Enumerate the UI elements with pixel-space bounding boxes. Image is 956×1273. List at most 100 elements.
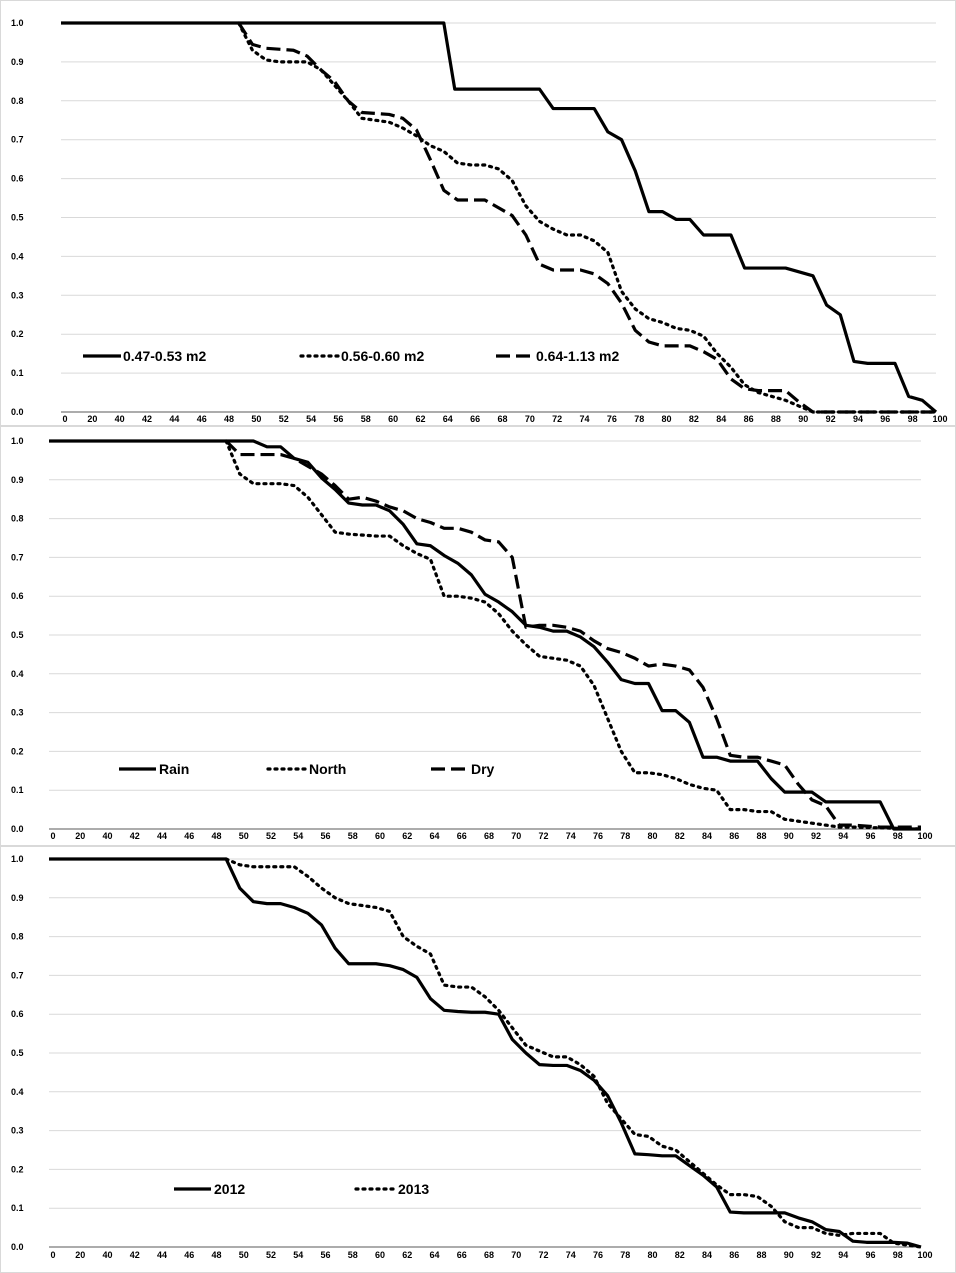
y-tick-label: 0.4 <box>11 1087 24 1097</box>
y-tick-label: 0.1 <box>11 785 24 795</box>
series-line-2012 <box>49 857 922 1249</box>
x-tick-label: 72 <box>538 831 548 841</box>
y-tick-label: 0.1 <box>11 1203 24 1213</box>
series-line-2013 <box>224 857 923 1249</box>
x-tick-label: 44 <box>169 414 179 424</box>
x-tick-label: 52 <box>266 1250 276 1260</box>
x-tick-label: 88 <box>756 1250 766 1260</box>
y-tick-label: 1.0 <box>11 436 24 446</box>
x-tick-label: 0 <box>62 414 67 424</box>
x-tick-label: 86 <box>744 414 754 424</box>
series-line-dry <box>225 439 921 829</box>
chart-svg: 0.0 0.1 0.2 0.3 0.4 0.5 0.6 0.7 0.8 0.9 1.0 0 20 40 42… <box>11 854 933 1260</box>
legend-label: 2013 <box>398 1181 429 1197</box>
x-tick-label: 74 <box>566 1250 576 1260</box>
y-tick-label: 0.6 <box>11 591 24 601</box>
legend-label: 0.56-0.60 m2 <box>341 348 424 364</box>
y-tick-label: 0.7 <box>11 135 24 145</box>
y-tick-label: 0.6 <box>11 1009 24 1019</box>
x-tick-label: 48 <box>211 831 221 841</box>
y-tick-label: 0.8 <box>11 96 24 106</box>
x-tick-label: 64 <box>429 1250 439 1260</box>
x-tick-label: 70 <box>511 1250 521 1260</box>
x-tick-label: 54 <box>293 1250 303 1260</box>
legend-label: 0.47-0.53 m2 <box>123 348 206 364</box>
y-tick-label: 0.3 <box>11 290 24 300</box>
x-tick-label: 98 <box>893 1250 903 1260</box>
x-tick-label: 60 <box>388 414 398 424</box>
gridlines <box>49 440 921 830</box>
x-tick-label: 74 <box>580 414 590 424</box>
x-tick-label: 0 <box>50 831 55 841</box>
y-tick-label: 0.3 <box>11 708 24 718</box>
x-tick-label: 78 <box>634 414 644 424</box>
y-tick-label: 0.0 <box>11 824 24 834</box>
series-line-0-47-0-53-m2 <box>61 21 938 414</box>
x-tick-label: 78 <box>620 1250 630 1260</box>
x-tick-label: 80 <box>647 1250 657 1260</box>
series-line-north <box>224 439 923 831</box>
x-tick-label: 20 <box>75 831 85 841</box>
legend-label: Dry <box>471 761 495 777</box>
x-tick-label: 74 <box>566 831 576 841</box>
y-tick-label: 0.0 <box>11 1242 24 1252</box>
series-line-rain <box>49 439 921 831</box>
x-tick-label: 42 <box>130 831 140 841</box>
x-tick-label: 46 <box>184 831 194 841</box>
x-tick-label: 50 <box>239 831 249 841</box>
x-tick-label: 86 <box>729 831 739 841</box>
x-tick-label: 90 <box>798 414 808 424</box>
gridlines <box>49 858 921 1248</box>
x-tick-label: 70 <box>511 831 521 841</box>
x-tick-label: 82 <box>675 1250 685 1260</box>
x-tick-label: 46 <box>197 414 207 424</box>
x-tick-label: 96 <box>865 1250 875 1260</box>
x-tick-label: 64 <box>443 414 453 424</box>
x-tick-label: 68 <box>484 831 494 841</box>
x-tick-label: 100 <box>917 1250 932 1260</box>
x-tick-label: 48 <box>224 414 234 424</box>
x-tick-label: 76 <box>593 831 603 841</box>
x-tick-label: 80 <box>662 414 672 424</box>
y-tick-label: 0.9 <box>11 893 24 903</box>
x-tick-label: 92 <box>811 831 821 841</box>
x-tick-label: 54 <box>306 414 316 424</box>
y-tick-label: 0.5 <box>11 1048 24 1058</box>
y-tick-label: 0.9 <box>11 57 24 67</box>
x-tick-label: 100 <box>917 831 932 841</box>
x-tick-label: 92 <box>826 414 836 424</box>
x-tick-label: 52 <box>266 831 276 841</box>
x-tick-label: 42 <box>130 1250 140 1260</box>
x-tick-label: 62 <box>402 831 412 841</box>
x-tick-label: 58 <box>348 831 358 841</box>
x-tick-label: 84 <box>702 831 712 841</box>
y-tick-label: 0.2 <box>11 746 24 756</box>
y-tick-label: 0.3 <box>11 1126 24 1136</box>
x-tick-label: 72 <box>538 1250 548 1260</box>
x-tick-label: 48 <box>211 1250 221 1260</box>
x-tick-label: 44 <box>157 1250 167 1260</box>
chart-panel-site: 0.0 0.1 0.2 0.3 0.4 0.5 0.6 0.7 0.8 0.9 1.0 0 20 40 42… <box>0 426 956 846</box>
x-tick-label: 78 <box>620 831 630 841</box>
chart-panel-size: 0.0 0.1 0.2 0.3 0.4 0.5 0.6 0.7 0.8 0.9 1.0 0 20 40 42… <box>0 0 956 426</box>
x-tick-label: 96 <box>880 414 890 424</box>
x-tick-label: 0 <box>50 1250 55 1260</box>
x-tick-label: 98 <box>893 831 903 841</box>
y-tick-label: 0.9 <box>11 475 24 485</box>
x-tick-label: 20 <box>87 414 97 424</box>
x-tick-label: 56 <box>320 831 330 841</box>
legend-label: 2012 <box>214 1181 245 1197</box>
y-tick-label: 0.5 <box>11 213 24 223</box>
legend: Rain North Dry <box>119 761 495 777</box>
x-tick-label: 76 <box>593 1250 603 1260</box>
legend-label: 0.64-1.13 m2 <box>536 348 619 364</box>
y-tick-label: 0.1 <box>11 368 24 378</box>
x-tick-label: 72 <box>552 414 562 424</box>
x-tick-label: 20 <box>75 1250 85 1260</box>
x-tick-label: 94 <box>853 414 863 424</box>
y-tick-label: 0.5 <box>11 630 24 640</box>
x-tick-label: 76 <box>607 414 617 424</box>
y-tick-label: 0.6 <box>11 174 24 184</box>
x-tick-label: 88 <box>756 831 766 841</box>
y-tick-label: 0.2 <box>11 1164 24 1174</box>
